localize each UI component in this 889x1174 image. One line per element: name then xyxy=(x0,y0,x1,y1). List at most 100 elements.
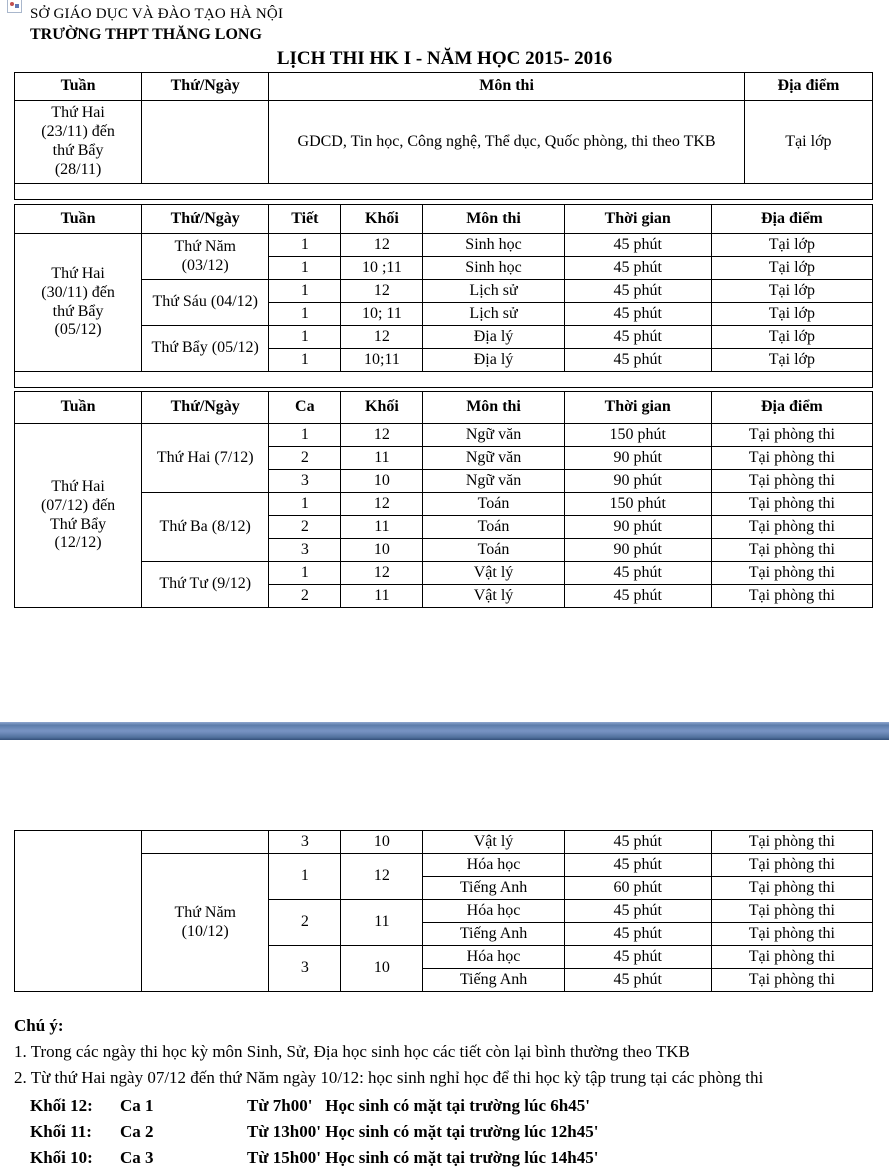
cell-thoi-gian: 45 phút xyxy=(563,325,712,349)
cell-khoi: 11 xyxy=(340,584,424,608)
cell-khoi: 10 xyxy=(340,469,424,493)
cell-mon-thi: Lịch sử xyxy=(422,302,565,326)
table-spacer-row xyxy=(14,183,873,200)
schedule-detail-2: Từ 13h00' Học sinh có mặt tại trường lúc… xyxy=(247,1122,599,1141)
cell-thoi-gian: 60 phút xyxy=(563,876,712,900)
notes-heading: Chú ý: xyxy=(14,1016,64,1035)
col-header-mon-thi: Môn thi xyxy=(422,204,565,234)
cell-dia-diem: Tại lớp xyxy=(743,100,874,184)
cell-thoi-gian: 45 phút xyxy=(563,233,712,257)
cell-khoi: 11 xyxy=(340,446,424,470)
cell-dia-diem: Tại phòng thi xyxy=(710,538,874,562)
col-header-ca: Ca xyxy=(268,391,342,424)
cell-ca: 3 xyxy=(268,469,342,493)
cell-dia-diem: Tại phòng thi xyxy=(710,853,874,877)
document-title: LỊCH THI HK I - NĂM HỌC 2015- 2016 xyxy=(276,48,613,69)
cell-mon-thi: Vật lý xyxy=(422,830,565,854)
cell-mon-thi: Toán xyxy=(422,515,565,539)
cell-day: Thứ Sáu (04/12) xyxy=(141,279,270,326)
header-org-name: SỞ GIÁO DỤC VÀ ĐÀO TẠO HÀ NỘI xyxy=(30,6,284,22)
cell-khoi: 10; 11 xyxy=(340,302,424,326)
cell-week: Thứ Hai (07/12) đến Thứ Bẩy (12/12) xyxy=(13,423,143,608)
cell-ca: 2 xyxy=(268,446,342,470)
cell-thoi-gian: 45 phút xyxy=(563,945,712,969)
cell-dia-diem: Tại phòng thi xyxy=(710,945,874,969)
cell-dia-diem: Tại phòng thi xyxy=(710,561,874,585)
cell-mon-thi: Địa lý xyxy=(422,325,565,349)
cell-thoi-gian: 45 phút xyxy=(563,899,712,923)
schedule-ca-2: Ca 2 xyxy=(120,1122,154,1141)
cell-khoi: 10 xyxy=(340,538,424,562)
cell-khoi: 12 xyxy=(340,325,424,349)
cell-mon-thi: Vật lý xyxy=(422,584,565,608)
broken-image-icon xyxy=(7,0,22,13)
cell-thoi-gian: 45 phút xyxy=(563,302,712,326)
cell-mon-thi: Lịch sử xyxy=(422,279,565,303)
cell-thoi-gian: 150 phút xyxy=(563,492,712,516)
cell-mon-thi: Sinh học xyxy=(422,233,565,257)
note-item-2: 2. Từ thứ Hai ngày 07/12 đến thứ Năm ngà… xyxy=(14,1068,764,1087)
cell-khoi: 11 xyxy=(340,515,424,539)
exam-table-week3: Tuần Thứ/Ngày Ca Khối Môn thi Thời gian … xyxy=(13,391,874,608)
note-item-1: 1. Trong các ngày thi học kỳ môn Sinh, S… xyxy=(14,1042,690,1061)
cell-tiet: 1 xyxy=(268,256,342,280)
cell-dia-diem: Tại phòng thi xyxy=(710,423,874,447)
cell-thoi-gian: 150 phút xyxy=(563,423,712,447)
cell-ca: 3 xyxy=(268,945,342,992)
cell-dia-diem: Tại phòng thi xyxy=(710,876,874,900)
cell-day: Thứ Năm (10/12) xyxy=(141,853,270,992)
schedule-khoi-12: Khối 12: xyxy=(30,1096,93,1115)
col-header-thu-ngay: Thứ/Ngày xyxy=(141,72,270,101)
cell-khoi: 12 xyxy=(340,423,424,447)
cell-thoi-gian: 45 phút xyxy=(563,348,712,372)
cell-khoi: 11 xyxy=(340,899,424,946)
cell-dia-diem: Tại phòng thi xyxy=(710,899,874,923)
cell-khoi: 10 xyxy=(340,830,424,854)
cell-thoi-gian: 45 phút xyxy=(563,561,712,585)
cell-khoi: 10 xyxy=(340,945,424,992)
col-header-tuan: Tuần xyxy=(13,204,143,234)
cell-thoi-gian: 45 phút xyxy=(563,853,712,877)
col-header-khoi: Khối xyxy=(340,391,424,424)
cell-khoi: 12 xyxy=(340,492,424,516)
cell-mon-thi: GDCD, Tin học, Công nghệ, Thể dục, Quốc … xyxy=(268,100,745,184)
cell-dia-diem: Tại lớp xyxy=(710,348,874,372)
cell-dia-diem: Tại lớp xyxy=(710,302,874,326)
cell-ca: 1 xyxy=(268,423,342,447)
col-header-mon-thi: Môn thi xyxy=(268,72,745,101)
cell-thoi-gian: 45 phút xyxy=(563,922,712,946)
cell-day: Thứ Bẩy (05/12) xyxy=(141,325,270,372)
cell-thoi-gian: 45 phút xyxy=(563,279,712,303)
cell-day-empty xyxy=(141,830,270,854)
cell-dia-diem: Tại phòng thi xyxy=(710,515,874,539)
col-header-thoi-gian: Thời gian xyxy=(563,391,712,424)
cell-week-empty xyxy=(13,830,143,992)
cell-thoi-gian: 90 phút xyxy=(563,515,712,539)
cell-day: Thứ Năm (03/12) xyxy=(141,233,270,280)
cell-tiet: 1 xyxy=(268,302,342,326)
schedule-detail-3: Từ 15h00' Học sinh có mặt tại trường lúc… xyxy=(247,1148,599,1167)
exam-table-week1: Tuần Thứ/Ngày Môn thi Địa điểm Thứ Hai (… xyxy=(13,72,874,200)
header-school-name: TRƯỜNG THPT THĂNG LONG xyxy=(30,26,262,43)
cell-khoi: 12 xyxy=(340,279,424,303)
cell-dia-diem: Tại lớp xyxy=(710,256,874,280)
cell-day xyxy=(141,100,270,184)
col-header-thu-ngay: Thứ/Ngày xyxy=(141,391,270,424)
cell-ca: 2 xyxy=(268,584,342,608)
cell-day: Thứ Tư (9/12) xyxy=(141,561,270,608)
cell-tiet: 1 xyxy=(268,233,342,257)
cell-day: Thứ Hai (7/12) xyxy=(141,423,270,493)
cell-dia-diem: Tại lớp xyxy=(710,325,874,349)
page-separator-bar xyxy=(0,722,889,740)
cell-ca: 3 xyxy=(268,538,342,562)
cell-khoi: 12 xyxy=(340,233,424,257)
cell-ca: 2 xyxy=(268,515,342,539)
col-header-tiet: Tiết xyxy=(268,204,342,234)
cell-thoi-gian: 90 phút xyxy=(563,446,712,470)
cell-tiet: 1 xyxy=(268,348,342,372)
cell-mon-thi: Ngữ văn xyxy=(422,423,565,447)
cell-day: Thứ Ba (8/12) xyxy=(141,492,270,562)
cell-dia-diem: Tại phòng thi xyxy=(710,830,874,854)
col-header-tuan: Tuần xyxy=(13,72,143,101)
cell-mon-thi: Địa lý xyxy=(422,348,565,372)
